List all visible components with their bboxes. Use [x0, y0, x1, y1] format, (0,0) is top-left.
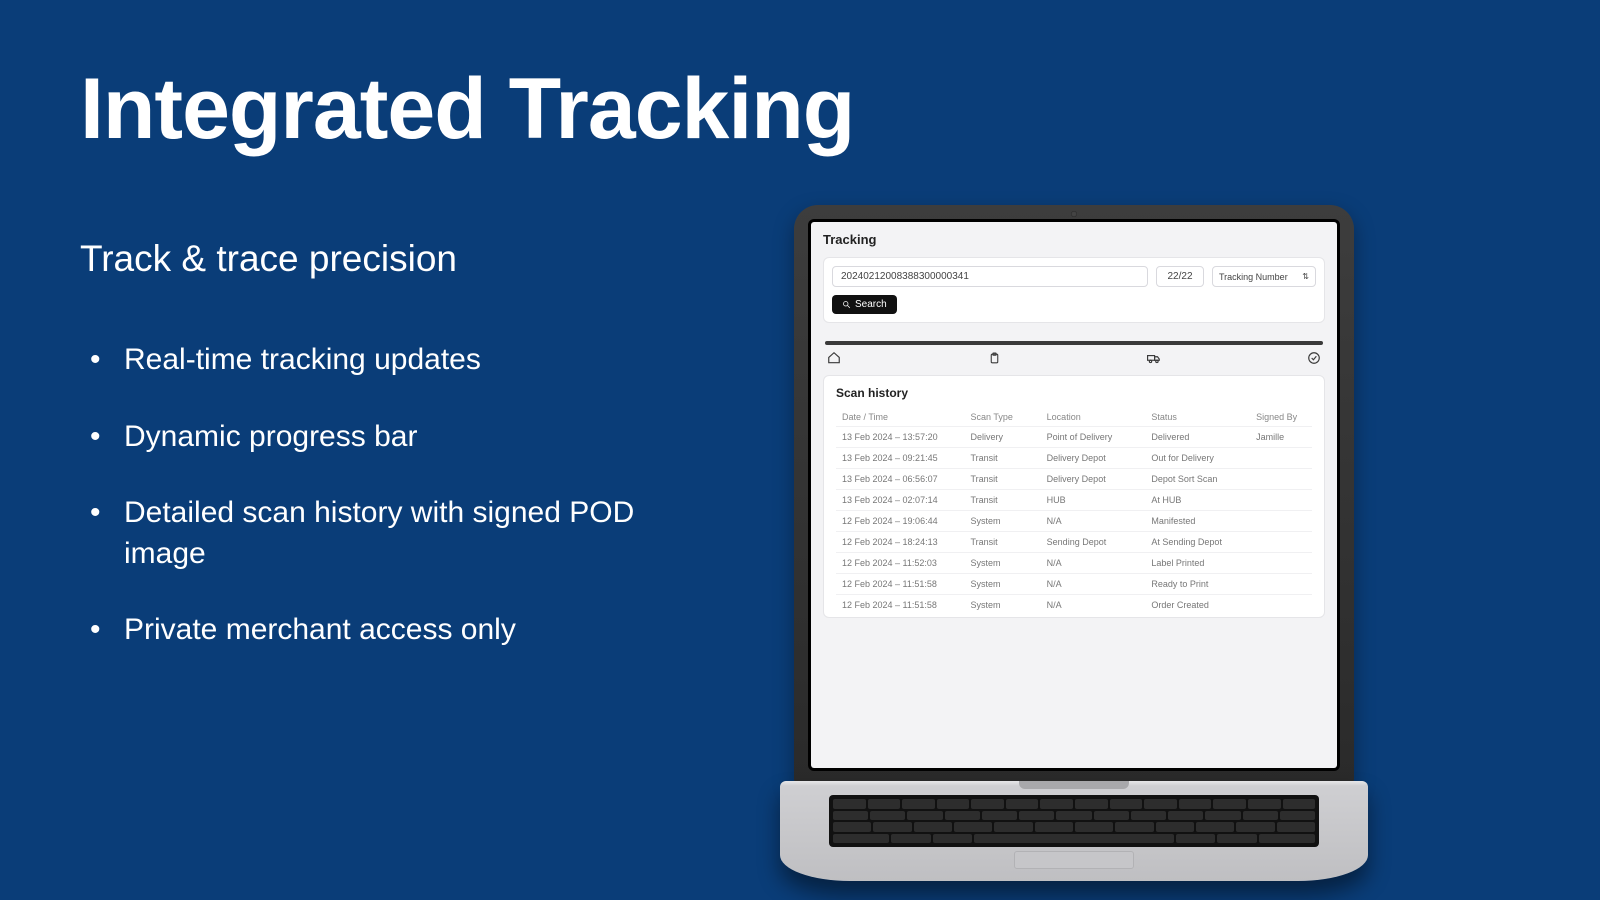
table-cell: Ready to Print	[1145, 574, 1250, 595]
camera-dot	[1071, 211, 1077, 217]
keyboard	[829, 795, 1319, 847]
search-button[interactable]: Search	[832, 295, 897, 314]
table-cell	[1250, 448, 1312, 469]
col-signedby: Signed By	[1250, 408, 1312, 427]
col-status: Status	[1145, 408, 1250, 427]
table-cell: Delivery Depot	[1041, 448, 1146, 469]
table-cell: Sending Depot	[1041, 532, 1146, 553]
table-cell: 13 Feb 2024 – 13:57:20	[836, 427, 965, 448]
bullet-item: Detailed scan history with signed POD im…	[80, 493, 720, 574]
table-cell: At HUB	[1145, 490, 1250, 511]
table-row: 12 Feb 2024 – 11:51:58SystemN/AOrder Cre…	[836, 595, 1312, 616]
table-cell: N/A	[1041, 553, 1146, 574]
touchpad	[1014, 851, 1134, 869]
table-row: 13 Feb 2024 – 13:57:20DeliveryPoint of D…	[836, 427, 1312, 448]
table-cell	[1250, 553, 1312, 574]
table-cell: Delivery Depot	[1041, 469, 1146, 490]
table-cell: 12 Feb 2024 – 11:51:58	[836, 595, 965, 616]
table-cell: System	[965, 553, 1041, 574]
table-cell	[1250, 595, 1312, 616]
table-cell: System	[965, 511, 1041, 532]
table-cell: 13 Feb 2024 – 06:56:07	[836, 469, 965, 490]
table-cell: Order Created	[1145, 595, 1250, 616]
scan-history-table: Date / Time Scan Type Location Status Si…	[836, 408, 1312, 615]
table-cell: Delivered	[1145, 427, 1250, 448]
table-cell	[1250, 469, 1312, 490]
screen-bezel: Tracking 20240212008388300000341 22/22 T…	[808, 219, 1340, 771]
check-circle-icon	[1307, 351, 1321, 365]
chevron-sort-icon: ⇅	[1302, 273, 1309, 281]
slide-bullets: Real-time tracking updates Dynamic progr…	[80, 340, 720, 687]
col-scantype: Scan Type	[965, 408, 1041, 427]
result-count: 22/22	[1156, 266, 1204, 287]
table-cell: HUB	[1041, 490, 1146, 511]
table-cell: Jamille	[1250, 427, 1312, 448]
table-cell: N/A	[1041, 511, 1146, 532]
truck-icon	[1147, 351, 1161, 365]
table-row: 13 Feb 2024 – 09:21:45TransitDelivery De…	[836, 448, 1312, 469]
table-cell: Out for Delivery	[1145, 448, 1250, 469]
slide: Integrated Tracking Track & trace precis…	[0, 0, 1600, 900]
table-cell: At Sending Depot	[1145, 532, 1250, 553]
table-row: 12 Feb 2024 – 11:51:58SystemN/AReady to …	[836, 574, 1312, 595]
table-row: 12 Feb 2024 – 19:06:44SystemN/AManifeste…	[836, 511, 1312, 532]
search-button-label: Search	[855, 299, 887, 310]
slide-subtitle: Track & trace precision	[80, 238, 457, 280]
table-cell	[1250, 511, 1312, 532]
slide-title: Integrated Tracking	[80, 60, 854, 159]
clipboard-icon	[987, 351, 1001, 365]
search-type-select[interactable]: Tracking Number ⇅	[1212, 266, 1316, 287]
table-cell: Manifested	[1145, 511, 1250, 532]
laptop-lid: Tracking 20240212008388300000341 22/22 T…	[794, 205, 1354, 785]
table-cell: Transit	[965, 490, 1041, 511]
col-location: Location	[1041, 408, 1146, 427]
table-cell: Point of Delivery	[1041, 427, 1146, 448]
house-icon	[827, 351, 841, 365]
col-datetime: Date / Time	[836, 408, 965, 427]
search-card: 20240212008388300000341 22/22 Tracking N…	[823, 257, 1325, 323]
app-title: Tracking	[823, 232, 1325, 247]
app-screen: Tracking 20240212008388300000341 22/22 T…	[811, 222, 1337, 768]
table-cell: 13 Feb 2024 – 09:21:45	[836, 448, 965, 469]
table-cell	[1250, 490, 1312, 511]
table-row: 12 Feb 2024 – 18:24:13TransitSending Dep…	[836, 532, 1312, 553]
laptop-mockup: Tracking 20240212008388300000341 22/22 T…	[780, 205, 1368, 881]
bullet-item: Dynamic progress bar	[80, 417, 720, 458]
table-cell: 12 Feb 2024 – 11:51:58	[836, 574, 965, 595]
table-cell: 12 Feb 2024 – 18:24:13	[836, 532, 965, 553]
table-cell: Transit	[965, 469, 1041, 490]
laptop-base	[780, 781, 1368, 881]
table-cell: 13 Feb 2024 – 02:07:14	[836, 490, 965, 511]
history-card: Scan history Date / Time Scan Type Locat…	[823, 375, 1325, 618]
table-cell: Transit	[965, 532, 1041, 553]
table-row: 13 Feb 2024 – 02:07:14TransitHUBAt HUB	[836, 490, 1312, 511]
search-icon	[842, 300, 851, 309]
table-cell: Delivery	[965, 427, 1041, 448]
table-cell: Transit	[965, 448, 1041, 469]
table-cell: 12 Feb 2024 – 11:52:03	[836, 553, 965, 574]
table-row: 13 Feb 2024 – 06:56:07TransitDelivery De…	[836, 469, 1312, 490]
table-cell	[1250, 532, 1312, 553]
table-row: 12 Feb 2024 – 11:52:03SystemN/ALabel Pri…	[836, 553, 1312, 574]
progress-bar	[825, 341, 1323, 365]
table-cell	[1250, 574, 1312, 595]
history-title: Scan history	[836, 386, 1312, 400]
bullet-item: Real-time tracking updates	[80, 340, 720, 381]
table-cell: Label Printed	[1145, 553, 1250, 574]
table-cell: N/A	[1041, 595, 1146, 616]
table-cell: 12 Feb 2024 – 19:06:44	[836, 511, 965, 532]
table-header-row: Date / Time Scan Type Location Status Si…	[836, 408, 1312, 427]
tracking-number-input[interactable]: 20240212008388300000341	[832, 266, 1148, 287]
table-cell: System	[965, 574, 1041, 595]
table-cell: System	[965, 595, 1041, 616]
table-cell: N/A	[1041, 574, 1146, 595]
table-cell: Depot Sort Scan	[1145, 469, 1250, 490]
select-label: Tracking Number	[1219, 272, 1288, 282]
bullet-item: Private merchant access only	[80, 610, 720, 651]
